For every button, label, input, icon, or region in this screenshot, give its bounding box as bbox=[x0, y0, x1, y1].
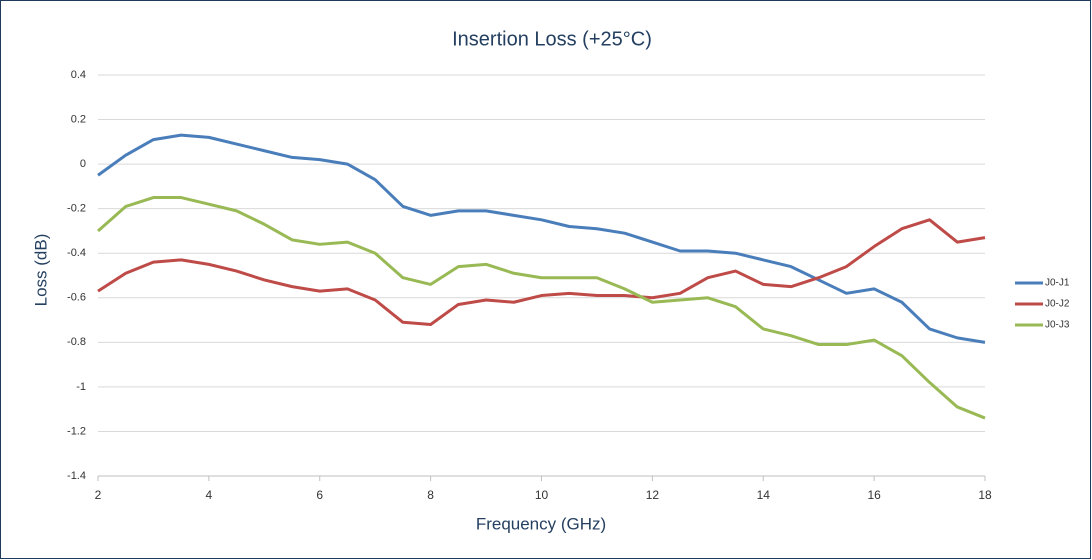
x-axis-label: Frequency (GHz) bbox=[476, 514, 606, 533]
x-tick-label: 12 bbox=[646, 488, 660, 502]
legend-label: J0-J2 bbox=[1045, 299, 1070, 310]
y-tick-label: -1.2 bbox=[67, 425, 86, 437]
x-tick-label: 6 bbox=[316, 488, 323, 502]
x-tick-label: 2 bbox=[95, 488, 102, 502]
y-tick-label: -1.4 bbox=[67, 470, 86, 482]
series-line bbox=[97, 218, 986, 327]
chart-title: Insertion Loss (+25°C) bbox=[452, 28, 652, 50]
y-tick-label: -0.2 bbox=[67, 203, 86, 215]
legend-label: J0-J3 bbox=[1045, 320, 1070, 331]
x-tick-label: 8 bbox=[427, 488, 434, 502]
y-axis-label: Loss (dB) bbox=[31, 234, 50, 307]
y-tick-label: 0.4 bbox=[71, 69, 86, 81]
y-tick-label: -0.4 bbox=[67, 247, 86, 259]
y-tick-label: -1 bbox=[76, 381, 86, 393]
x-tick-label: 18 bbox=[978, 488, 992, 502]
x-tick-label: 14 bbox=[757, 488, 771, 502]
y-tick-label: -0.8 bbox=[67, 336, 86, 348]
y-tick-label: 0 bbox=[80, 158, 86, 170]
series-line bbox=[97, 196, 986, 420]
x-tick-label: 16 bbox=[867, 488, 881, 502]
x-tick-label: 10 bbox=[535, 488, 549, 502]
x-tick-label: 4 bbox=[206, 488, 213, 502]
y-tick-label: -0.6 bbox=[67, 292, 86, 304]
legend-label: J0-J1 bbox=[1045, 278, 1070, 289]
y-tick-label: 0.2 bbox=[71, 113, 86, 125]
series-line bbox=[97, 133, 986, 344]
